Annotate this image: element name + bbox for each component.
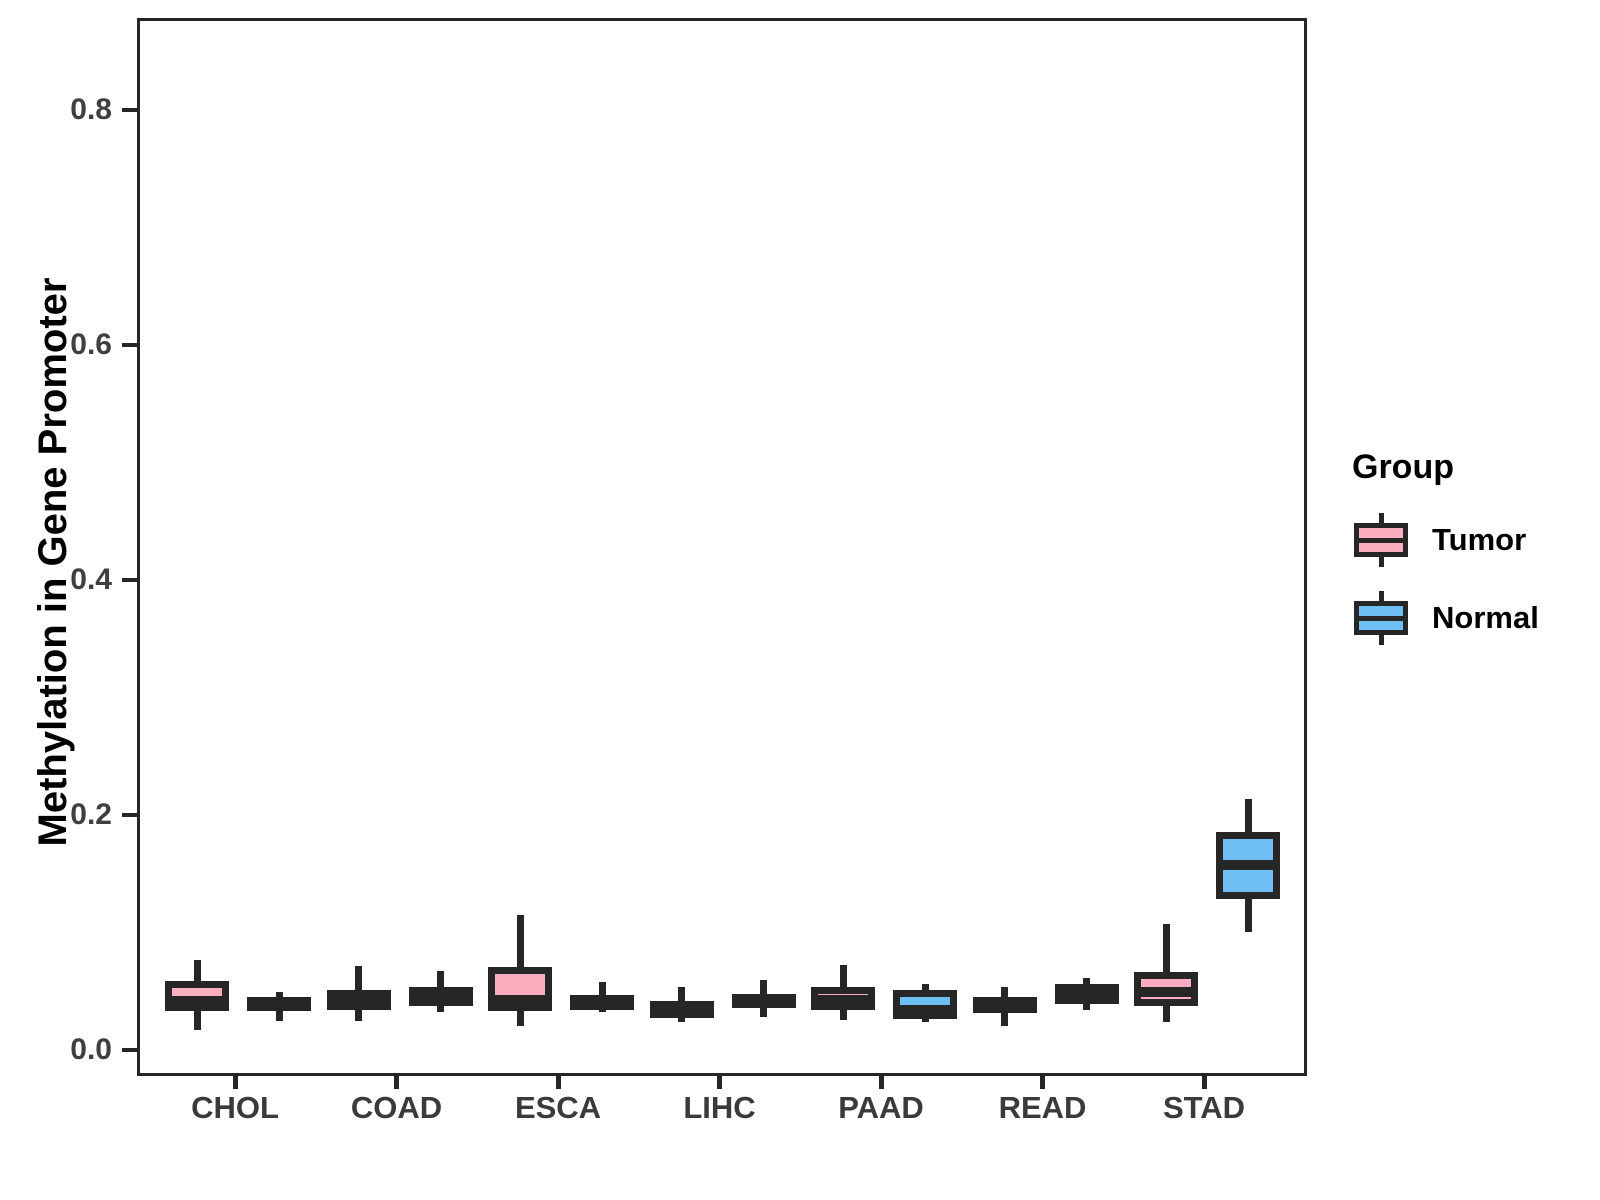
y-tick-label: 0.4 (70, 562, 112, 596)
box-median-READ-tumor (972, 997, 1037, 1008)
legend-items: Tumor Normal (1352, 509, 1539, 649)
x-tick-mark (1040, 1073, 1046, 1089)
legend-item-normal: Normal (1352, 587, 1539, 649)
x-tick-mark (1201, 1073, 1207, 1089)
x-tick-label: ESCA (514, 1090, 602, 1125)
y-tick-mark (122, 577, 137, 582)
box-median-READ-normal (1054, 989, 1119, 1000)
box-median-STAD-tumor (1134, 986, 1199, 997)
legend-key-normal-icon (1352, 589, 1410, 647)
legend-key-tumor-icon (1352, 511, 1410, 569)
box-median-COAD-normal (408, 991, 473, 1002)
legend-label: Normal (1432, 600, 1539, 635)
x-tick-label: PAAD (838, 1090, 924, 1125)
box-median-ESCA-tumor (488, 995, 553, 1006)
box-median-CHOL-tumor (165, 996, 229, 1007)
box-median-PAAD-normal (893, 1004, 958, 1015)
legend-key-median (1354, 615, 1408, 621)
x-tick-mark (394, 1073, 399, 1089)
legend: Group Tumor Normal (1352, 448, 1539, 665)
x-tick-mark (878, 1073, 884, 1089)
y-tick-mark (122, 107, 137, 112)
box-median-STAD-normal (1216, 859, 1281, 870)
box-median-COAD-tumor (326, 995, 391, 1006)
y-tick-mark (122, 812, 137, 817)
y-tick-mark (122, 342, 137, 347)
legend-key-median (1354, 537, 1408, 543)
box-median-LIHC-normal (731, 996, 796, 1007)
y-tick-mark (122, 1048, 137, 1053)
x-tick-label: LIHC (683, 1090, 756, 1125)
plot-panel (137, 18, 1307, 1076)
box-median-ESCA-normal (570, 997, 635, 1008)
y-tick-label: 0.6 (70, 327, 112, 361)
x-tick-mark (717, 1073, 723, 1089)
y-tick-label: 0.8 (70, 92, 112, 126)
x-tick-mark (555, 1073, 561, 1089)
y-tick-label: 0.2 (70, 797, 112, 831)
x-tick-label: COAD (350, 1090, 443, 1125)
x-tick-label: READ (998, 1090, 1087, 1125)
legend-title: Group (1352, 448, 1454, 486)
y-tick-label: 0.0 (70, 1033, 112, 1067)
box-median-CHOL-normal (247, 997, 311, 1008)
box-median-LIHC-tumor (649, 1002, 714, 1013)
legend-item-tumor: Tumor (1352, 509, 1539, 571)
x-tick-mark (232, 1073, 238, 1089)
legend-label: Tumor (1432, 522, 1527, 557)
x-tick-label: CHOL (191, 1090, 279, 1125)
x-tick-label: STAD (1162, 1090, 1246, 1125)
box-median-PAAD-tumor (811, 995, 876, 1006)
